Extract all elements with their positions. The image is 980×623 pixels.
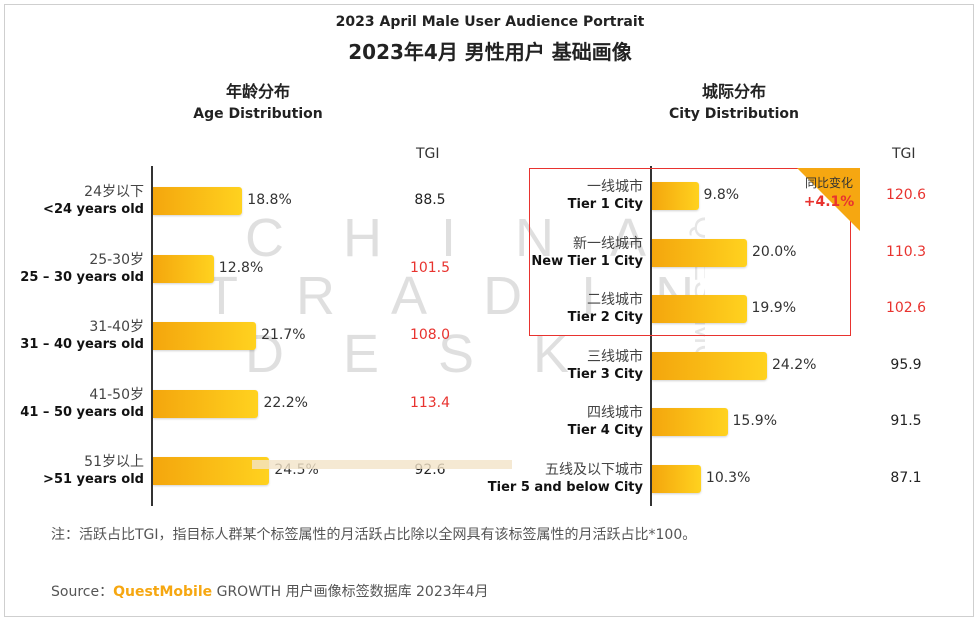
category-label-en: Tier 3 City xyxy=(567,366,643,382)
yoy-corner-badge xyxy=(797,168,860,231)
category-label: 三线城市 Tier 3 City xyxy=(473,348,643,384)
category-label-cn: 四线城市 xyxy=(587,405,643,421)
tgi-value: 87.1 xyxy=(890,469,922,486)
category-label-cn: 51岁以上 xyxy=(84,454,144,470)
bar-value-label: 24.2% xyxy=(771,356,817,373)
chart-frame xyxy=(4,4,974,617)
category-label-en: 25 – 30 years old xyxy=(20,269,144,285)
category-label: 31-40岁 31 – 40 years old xyxy=(0,318,144,354)
source-rest: GROWTH 用户画像标签数据库 2023年4月 xyxy=(212,584,489,600)
bar-value-label: 19.9% xyxy=(751,300,796,316)
category-label-cn: 五线及以下城市 xyxy=(545,461,643,478)
category-label-en: Tier 5 and below City xyxy=(487,479,643,495)
category-label: 四线城市 Tier 4 City xyxy=(473,404,643,440)
chart-title-cn: 2023年4月 男性用户 基础画像 xyxy=(348,40,632,64)
footnote: 注：活跃占比TGI，指目标人群某个标签属性的月活跃占比除以全网具有该标签属性的月… xyxy=(51,527,697,543)
bar-value-label: 12.8% xyxy=(218,259,264,276)
category-label-en: Tier 4 City xyxy=(567,423,643,438)
bar-value-label: 22.2% xyxy=(263,394,308,411)
category-label-cn: 新一线城市 xyxy=(573,235,643,252)
category-label-cn: 31-40岁 xyxy=(89,319,144,335)
category-label-en: 31 – 40 years old xyxy=(20,337,144,352)
bar-value-label: 15.9% xyxy=(732,413,777,429)
bar-value-label: 9.8% xyxy=(703,187,740,203)
city-section-title-en: City Distribution xyxy=(669,106,799,122)
category-label-cn: 二线城市 xyxy=(587,292,643,308)
category-label: 一线城市 Tier 1 City xyxy=(473,178,643,214)
bar xyxy=(153,322,257,350)
category-label: 新一线城市 New Tier 1 City xyxy=(473,235,643,271)
bar xyxy=(153,254,214,283)
bar xyxy=(153,457,270,485)
category-label-en: New Tier 1 City xyxy=(531,253,643,269)
category-label: 二线城市 Tier 2 City xyxy=(473,291,643,327)
category-label: 五线及以下城市 Tier 5 and below City xyxy=(473,461,643,497)
source-prefix: Source： xyxy=(51,584,114,600)
bar xyxy=(153,389,259,418)
city-section-title-cn: 城际分布 xyxy=(701,82,766,101)
tgi-value: 108.0 xyxy=(409,327,451,343)
category-label-cn: 25-30岁 xyxy=(89,251,144,268)
category-label: 41-50岁 41 – 50 years old xyxy=(0,386,144,422)
tgi-value: 120.6 xyxy=(885,187,927,203)
bar-value-label: 20.0% xyxy=(752,243,797,260)
bar xyxy=(652,238,747,267)
category-label-cn: 三线城市 xyxy=(587,348,643,365)
source-line: Source：QuestMobile GROWTH 用户画像标签数据库 2023… xyxy=(51,581,489,601)
bar xyxy=(652,182,699,210)
bar xyxy=(652,295,747,323)
chart-title-en: 2023 April Male User Audience Portrait xyxy=(335,14,645,30)
category-label-en: <24 years old xyxy=(43,202,144,217)
tgi-value: 102.6 xyxy=(885,300,927,316)
category-label-en: >51 years old xyxy=(43,472,144,487)
category-label-cn: 一线城市 xyxy=(587,179,643,195)
category-label: 25-30岁 25 – 30 years old xyxy=(0,251,144,287)
age-section-title-en: Age Distribution xyxy=(193,106,323,122)
category-label-cn: 24岁以下 xyxy=(84,184,144,200)
tgi-value: 95.9 xyxy=(890,356,922,373)
age-tgi-header: TGI xyxy=(416,146,440,162)
tgi-value: 91.5 xyxy=(890,413,922,429)
category-label-en: Tier 1 City xyxy=(567,197,643,212)
age-axis xyxy=(151,166,153,506)
source-brand: QuestMobile xyxy=(113,584,213,600)
highlight-box xyxy=(529,168,851,336)
yoy-value: +4.1% xyxy=(803,194,855,210)
watermark-stripe xyxy=(252,460,512,469)
bar xyxy=(652,464,701,493)
tgi-value: 113.4 xyxy=(409,394,451,411)
category-label-en: 41 – 50 years old xyxy=(20,404,144,420)
category-label: 24岁以下 <24 years old xyxy=(0,183,144,219)
bar-value-label: 18.8% xyxy=(247,192,292,208)
city-tgi-header: TGI xyxy=(892,146,916,162)
bar-value-label: 10.3% xyxy=(705,469,751,486)
tgi-value: 110.3 xyxy=(885,243,927,260)
category-label-en: Tier 2 City xyxy=(567,310,643,325)
category-label: 51岁以上 >51 years old xyxy=(0,453,144,489)
tgi-value: 101.5 xyxy=(409,259,451,276)
age-section-title-cn: 年龄分布 xyxy=(225,82,290,101)
tgi-value: 88.5 xyxy=(414,192,446,208)
category-label-cn: 41-50岁 xyxy=(89,386,144,403)
city-axis xyxy=(650,166,652,506)
bar-value-label: 21.7% xyxy=(261,327,306,343)
bar xyxy=(652,351,767,380)
yoy-label: 同比变化 xyxy=(804,176,853,190)
bar xyxy=(153,187,243,215)
bar xyxy=(652,408,728,436)
